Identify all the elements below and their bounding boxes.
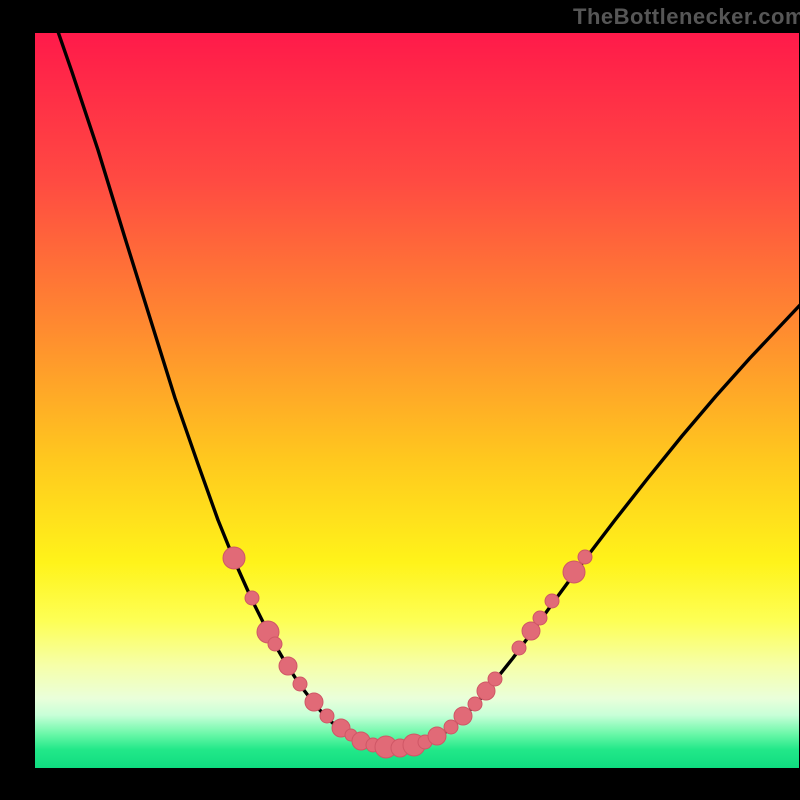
gradient-plot-area xyxy=(35,33,799,768)
watermark-text: TheBottlenecker.com xyxy=(573,4,800,30)
chart-root: TheBottlenecker.com xyxy=(0,0,800,800)
